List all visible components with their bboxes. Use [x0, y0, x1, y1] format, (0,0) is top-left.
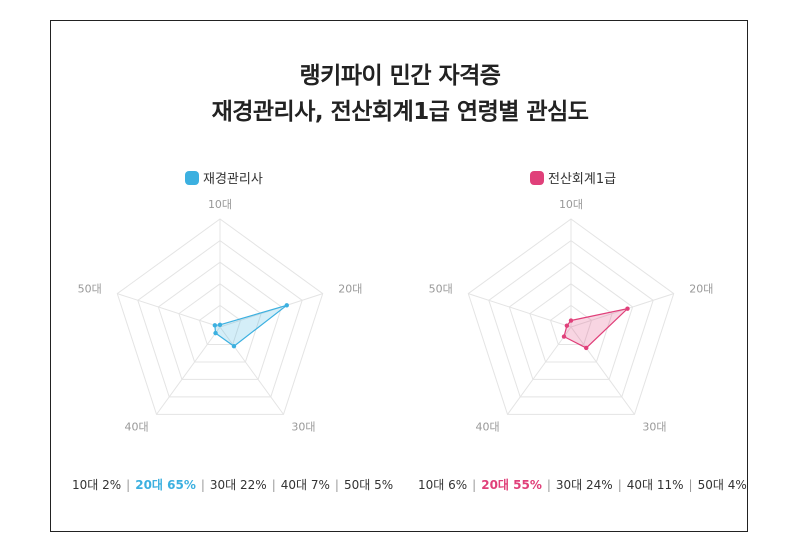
data-point-left [212, 323, 218, 328]
data-point-right [584, 345, 589, 351]
data-point-left [213, 330, 218, 336]
axis-label-right: 30대 [642, 420, 666, 433]
data-point-right [561, 334, 567, 339]
grid-spoke [117, 293, 221, 328]
axis-label-right: 50대 [429, 283, 453, 296]
legend-item-right: 전산회계1급 [530, 168, 616, 187]
summary-separator: | [617, 477, 622, 492]
grid-ring [549, 304, 593, 345]
summary-separator: | [126, 477, 131, 492]
legend-swatch-left [185, 170, 199, 185]
chart-frame [50, 20, 748, 532]
grid-ring [157, 261, 283, 380]
summary-separator: | [688, 477, 693, 492]
summary-separator: | [334, 477, 339, 492]
axis-label-right: 40대 [476, 420, 500, 433]
grid-ring [116, 218, 324, 415]
grid-spoke [468, 293, 572, 328]
summary-separator: | [200, 477, 205, 492]
summary-separator: | [271, 477, 276, 492]
data-point-left [231, 344, 237, 349]
summary-item: 10대 6% [418, 478, 468, 492]
grid-ring [529, 283, 613, 363]
summary-item: 20대 65% [135, 478, 196, 492]
summary-left: 10대 2% | 20대 65% | 30대 22% | 40대 7% | 50대 5% [72, 476, 393, 493]
grid-ring [178, 283, 262, 363]
axis-label-left: 40대 [125, 420, 149, 433]
grid-spoke [570, 326, 635, 415]
summary-item: 40대 7% [280, 478, 330, 492]
axis-label-left: 20대 [338, 283, 362, 296]
summary-right: 10대 6% | 20대 55% | 30대 24% | 40대 11% | 50대 4% [418, 476, 747, 493]
grid-spoke [219, 326, 284, 415]
summary-separator: | [546, 477, 551, 492]
data-point-right [568, 318, 574, 323]
data-point-left [284, 303, 289, 308]
grid-ring [137, 239, 303, 398]
summary-item: 30대 24% [555, 478, 613, 492]
data-point-right [564, 323, 570, 328]
radar-chart-right: 10대 20대 30대 40대 50대 [429, 198, 714, 433]
radar-chart-left: 10대 20대 30대 40대 50대 [78, 198, 363, 433]
series-area-right [563, 307, 630, 349]
chart-title-line1: 랭키파이 민간 자격증 [299, 63, 501, 89]
axis-label-left: 30대 [291, 420, 315, 433]
grid-ring [198, 304, 242, 345]
legend-item-left: 재경관리사 [185, 168, 263, 187]
summary-item: 50대 5% [343, 478, 394, 492]
axis-label-left: 50대 [78, 283, 102, 296]
data-point-left [217, 322, 223, 328]
axis-label-left: 10대 [208, 198, 232, 211]
grid-spoke [156, 326, 221, 415]
data-point-right [625, 306, 630, 311]
summary-item: 50대 4% [697, 478, 747, 492]
grid-ring [508, 261, 634, 380]
legend-label-right: 전산회계1급 [548, 172, 617, 187]
summary-item: 10대 2% [72, 478, 122, 492]
summary-item: 30대 22% [209, 478, 267, 492]
axis-label-right: 10대 [559, 198, 583, 211]
axis-label-right: 20대 [689, 283, 713, 296]
summary-item: 20대 55% [481, 478, 542, 492]
grid-ring [488, 239, 654, 398]
chart-title-line2: 재경관리사, 전산회계1급 연령별 관심도 [211, 99, 589, 125]
grid-ring [467, 218, 675, 415]
legend-label-left: 재경관리사 [203, 172, 263, 187]
summary-item: 40대 11% [626, 478, 684, 492]
grid-spoke [507, 326, 572, 415]
legend-swatch-right [530, 170, 544, 185]
summary-separator: | [472, 477, 477, 492]
